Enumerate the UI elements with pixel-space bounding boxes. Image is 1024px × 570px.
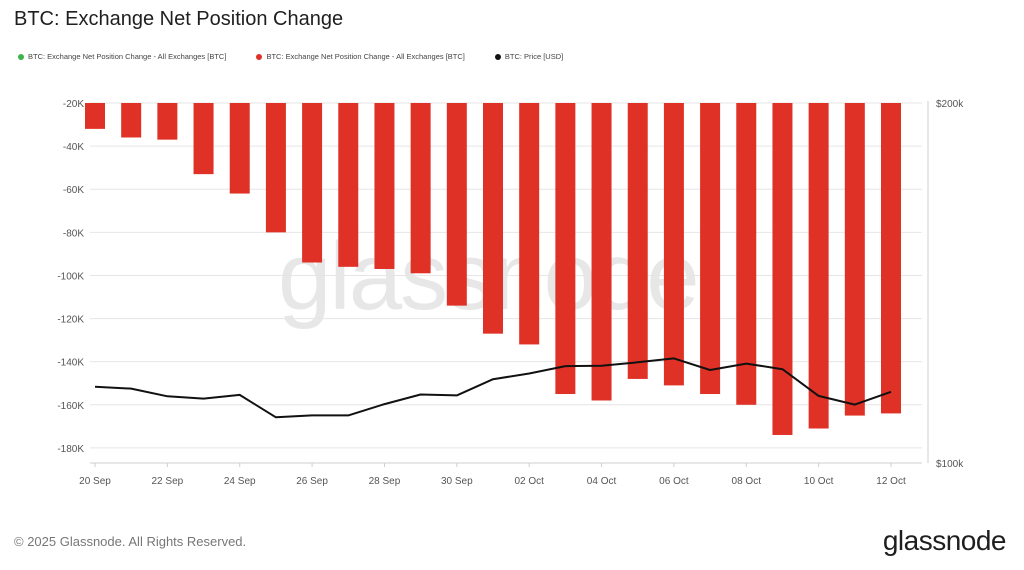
x-tick-label: 30 Sep (441, 476, 473, 487)
legend-swatch-black (494, 53, 501, 60)
brand-logo[interactable]: glassnode (882, 525, 1007, 556)
bar-26-sep (302, 103, 323, 263)
y-tick-label-left: -80K (63, 228, 84, 239)
bar-20-sep (85, 103, 105, 129)
price-line (94, 357, 892, 419)
y-tick-label-right: $100k (936, 459, 964, 470)
chart-title: BTC: Exchange Net Position Change (14, 8, 344, 30)
bar-06-oct (663, 103, 684, 386)
bar-02-oct (519, 103, 540, 345)
chart-legend: BTC: Exchange Net Position Change - All … (18, 52, 563, 61)
bar-22-sep (157, 103, 178, 140)
bar-07-oct (700, 103, 721, 395)
y-tick-label-left: -140K (57, 358, 84, 369)
legend-swatch-green (18, 53, 24, 60)
x-tick-label: 08 Oct (732, 476, 762, 487)
bar-29-sep (410, 103, 431, 274)
y-tick-label-right: $200k (936, 99, 964, 110)
x-tick-label: 04 Oct (587, 476, 617, 487)
y-tick-label-left: -120K (57, 315, 84, 326)
x-tick-label: 20 Sep (79, 476, 111, 487)
bar-27-sep (338, 103, 359, 267)
legend-label: BTC: Exchange Net Position Change - All … (28, 52, 227, 61)
bar-12-oct (881, 103, 901, 414)
legend-item-netposition-green[interactable]: BTC: Exchange Net Position Change - All … (18, 52, 226, 61)
bar-08-oct (736, 103, 757, 405)
x-tick-label: 26 Sep (296, 476, 328, 487)
bar-09-oct (772, 103, 793, 435)
y-tick-label-left: -60K (63, 185, 84, 196)
bar-01-oct (483, 103, 503, 334)
x-tick-label: 02 Oct (514, 476, 544, 487)
legend-swatch-red (256, 53, 263, 60)
y-tick-label-left: -20K (63, 99, 84, 110)
legend-label: BTC: Price [USD] (504, 52, 564, 61)
bar-28-sep (374, 103, 395, 269)
copyright-text: © 2025 Glassnode. All Rights Reserved. (14, 534, 247, 549)
y-tick-label-left: -40K (63, 142, 84, 153)
legend-item-netposition-red[interactable]: BTC: Exchange Net Position Change - All … (256, 52, 465, 61)
y-tick-label-left: -100K (57, 271, 84, 282)
bar-21-sep (121, 103, 142, 138)
bar-30-sep (446, 103, 467, 306)
x-tick-label: 24 Sep (224, 476, 256, 487)
x-tick-label: 28 Sep (369, 476, 401, 487)
bar-03-oct (555, 103, 576, 395)
y-tick-label-left: -180K (57, 444, 84, 455)
x-tick-label: 06 Oct (659, 476, 689, 487)
legend-label: BTC: Exchange Net Position Change - All … (266, 52, 465, 61)
bar-23-sep (193, 103, 214, 175)
x-tick-label: 10 Oct (804, 476, 834, 487)
x-tick-label: 22 Sep (152, 476, 184, 487)
bar-05-oct (627, 103, 648, 379)
x-tick-label: 12 Oct (876, 476, 906, 487)
y-tick-label-left: -160K (57, 401, 84, 412)
bar-04-oct (591, 103, 612, 401)
bar-24-sep (229, 103, 250, 194)
bar-10-oct (808, 103, 829, 429)
legend-item-price[interactable]: BTC: Price [USD] (494, 52, 564, 61)
bar-11-oct (844, 103, 865, 416)
bar-25-sep (265, 103, 286, 233)
